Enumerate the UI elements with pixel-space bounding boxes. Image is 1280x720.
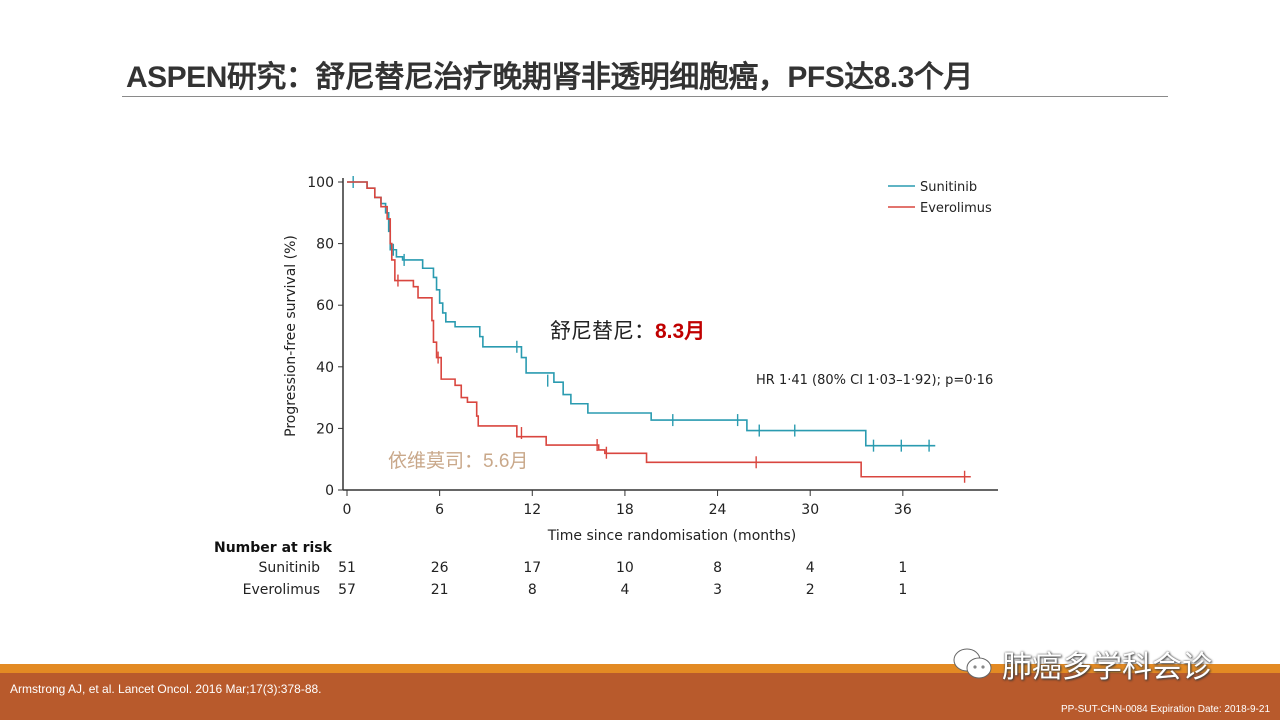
risk-row-label: Sunitinib (258, 560, 320, 576)
risk-value: 2 (806, 582, 815, 598)
risk-value: 1 (898, 582, 907, 598)
watermark: 肺癌多学科会诊 (952, 642, 1212, 686)
risk-value: 10 (616, 560, 634, 576)
everolimus-annotation: 依维莫司：5.6月 (388, 451, 529, 472)
y-tick-label: 80 (316, 237, 334, 253)
y-tick-label: 60 (316, 298, 334, 314)
axes: 0 20 40 60 80 100 0 6 12 18 24 30 36 (307, 175, 998, 518)
x-tick-label: 30 (801, 502, 819, 518)
km-curve-sunitinib (347, 181, 936, 447)
km-curve-everolimus (347, 181, 971, 478)
reference-citation: Armstrong AJ, et al. Lancet Oncol. 2016 … (10, 682, 322, 696)
risk-value: 17 (523, 560, 541, 576)
risk-value: 4 (806, 560, 815, 576)
x-tick-label: 36 (894, 502, 912, 518)
watermark-text: 肺癌多学科会诊 (1002, 651, 1212, 684)
risk-value: 4 (620, 582, 629, 598)
y-tick-label: 40 (316, 360, 334, 376)
y-axis-label: Progression-free survival (%) (283, 235, 299, 437)
sunitinib-annotation: 舒尼替尼：8.3月 (550, 315, 705, 345)
title-divider (122, 96, 1168, 97)
sunitinib-median-pfs: 8.3月 (655, 320, 706, 343)
slide-title: ASPEN研究：舒尼替尼治疗晚期肾非透明细胞癌，PFS达8.3个月 (126, 61, 973, 94)
x-tick-label: 18 (616, 502, 634, 518)
legend-label-sunitinib: Sunitinib (920, 180, 977, 195)
risk-value: 57 (338, 582, 356, 598)
x-tick-label: 6 (435, 502, 444, 518)
legend-label-everolimus: Everolimus (920, 201, 992, 216)
x-tick-label: 0 (343, 502, 352, 518)
document-code: PP-SUT-CHN-0084 Expiration Date: 2018-9-… (1061, 704, 1270, 715)
sunitinib-annotation-label: 舒尼替尼： (550, 320, 655, 343)
risk-value: 3 (713, 582, 722, 598)
risk-value: 8 (528, 582, 537, 598)
x-tick-label: 12 (523, 502, 541, 518)
wechat-icon (953, 648, 992, 679)
risk-value: 51 (338, 560, 356, 576)
footer-stripe (0, 664, 1280, 673)
y-tick-label: 20 (316, 421, 334, 437)
footer-bar (0, 673, 1280, 720)
y-tick-label: 0 (325, 483, 334, 499)
legend: Sunitinib Everolimus (888, 180, 992, 216)
risk-value: 26 (431, 560, 449, 576)
x-axis-label: Time since randomisation (months) (547, 528, 797, 544)
hr-text: HR 1·41 (80% CI 1·03–1·92); p=0·16 (756, 373, 993, 388)
y-tick-label: 100 (307, 175, 334, 191)
x-tick-label: 24 (709, 502, 727, 518)
risk-value: 21 (431, 582, 449, 598)
risk-row-label: Everolimus (243, 582, 320, 598)
risk-value: 8 (713, 560, 722, 576)
curves (347, 176, 971, 483)
risk-table-header: Number at risk (214, 540, 333, 556)
risk-value: 1 (898, 560, 907, 576)
